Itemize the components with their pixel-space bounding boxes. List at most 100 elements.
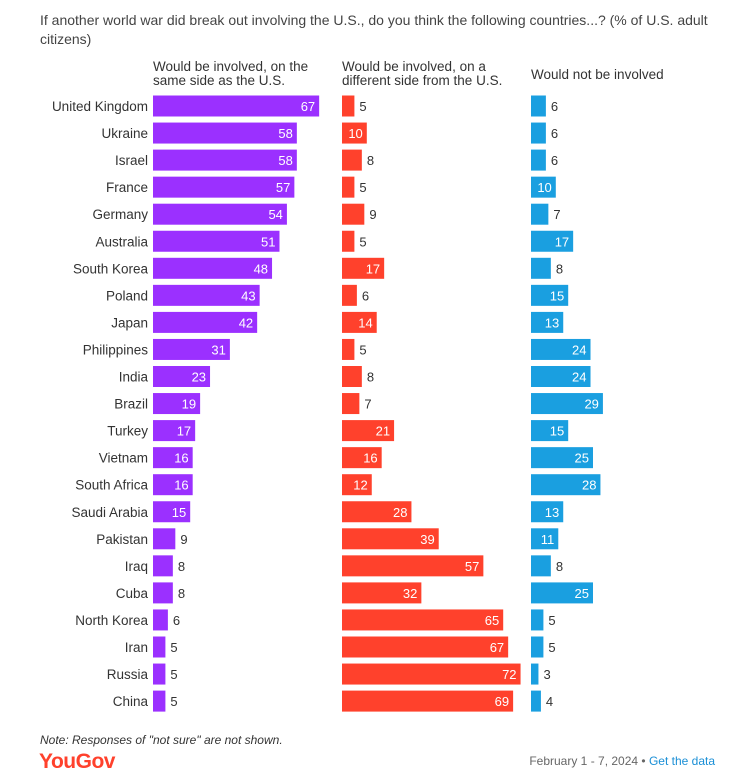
- category-label-north-korea: North Korea: [75, 613, 148, 628]
- category-label-turkey: Turkey: [107, 424, 148, 439]
- header-same-side-line1: Would be involved, on the: [153, 59, 309, 74]
- value-label-russia-series-1: 5: [170, 667, 177, 682]
- date-range: February 1 - 7, 2024: [529, 754, 639, 768]
- value-label-australia-series-1: 51: [261, 234, 275, 249]
- category-label-poland: Poland: [106, 288, 148, 303]
- value-label-poland-series-3: 15: [550, 288, 564, 303]
- separator: •: [641, 754, 646, 768]
- category-label-saudi-arabia: Saudi Arabia: [71, 505, 148, 520]
- category-label-vietnam: Vietnam: [99, 451, 148, 466]
- category-label-russia: Russia: [107, 667, 149, 682]
- bar-australia-series-1: [153, 230, 280, 252]
- footnote: Note: Responses of "not sure" are not sh…: [40, 733, 283, 747]
- bar-turkey-series-2: [342, 420, 395, 442]
- value-label-vietnam-series-2: 16: [363, 451, 377, 466]
- value-label-france-series-1: 57: [276, 180, 290, 195]
- value-label-turkey-series-2: 21: [376, 424, 390, 439]
- header-same-side-line2: same side as the U.S.: [153, 73, 286, 88]
- bar-south-africa-series-1: [153, 474, 193, 496]
- value-label-pakistan-series-1: 9: [180, 532, 187, 547]
- category-label-japan: Japan: [111, 315, 148, 330]
- value-label-vietnam-series-1: 16: [174, 451, 188, 466]
- bar-germany-series-3: [531, 203, 549, 225]
- bar-united-kingdom-series-3: [531, 95, 546, 117]
- value-label-brazil-series-2: 7: [364, 397, 371, 412]
- bar-south-korea-series-2: [342, 257, 385, 279]
- bar-china-series-1: [153, 690, 166, 712]
- category-label-germany: Germany: [92, 207, 148, 222]
- value-label-cuba-series-3: 25: [575, 586, 589, 601]
- value-label-france-series-3: 10: [537, 180, 551, 195]
- bar-united-kingdom-series-1: [153, 95, 320, 117]
- bar-japan-series-2: [342, 311, 377, 333]
- bar-russia-series-1: [153, 663, 166, 685]
- value-label-iran-series-1: 5: [170, 640, 177, 655]
- value-label-russia-series-2: 72: [502, 667, 516, 682]
- header-not-involved: Would not be involved: [531, 68, 664, 82]
- bar-japan-series-1: [153, 311, 258, 333]
- category-label-france: France: [106, 180, 148, 195]
- bar-iran-series-2: [342, 636, 509, 658]
- bar-south-africa-series-2: [342, 474, 372, 496]
- value-label-india-series-2: 8: [367, 370, 374, 385]
- bar-iraq-series-3: [531, 555, 551, 577]
- bar-pakistan-series-2: [342, 528, 439, 550]
- value-label-russia-series-3: 3: [543, 667, 550, 682]
- value-label-brazil-series-3: 29: [584, 397, 598, 412]
- value-label-germany-series-2: 9: [369, 207, 376, 222]
- value-label-turkey-series-3: 15: [550, 424, 564, 439]
- bar-germany-series-2: [342, 203, 365, 225]
- category-label-iran: Iran: [125, 640, 148, 655]
- value-label-israel-series-3: 6: [551, 153, 558, 168]
- category-label-australia: Australia: [95, 234, 148, 249]
- category-label-india: India: [119, 370, 149, 385]
- bar-philippines-series-1: [153, 338, 230, 360]
- bar-poland-series-2: [342, 284, 357, 306]
- bar-united-kingdom-series-2: [342, 95, 355, 117]
- header-not-involved-line1: Would not be involved: [531, 67, 664, 82]
- bar-ukraine-series-3: [531, 122, 546, 144]
- bar-china-series-3: [531, 690, 541, 712]
- bar-israel-series-2: [342, 149, 362, 171]
- footer-meta: February 1 - 7, 2024 • Get the data: [529, 754, 715, 768]
- category-label-ukraine: Ukraine: [101, 126, 148, 141]
- bar-india-series-3: [531, 366, 591, 387]
- bar-poland-series-3: [531, 284, 569, 306]
- value-label-germany-series-3: 7: [553, 207, 560, 222]
- bar-cuba-series-2: [342, 582, 422, 604]
- category-label-philippines: Philippines: [83, 342, 149, 357]
- value-label-north-korea-series-2: 65: [485, 613, 499, 628]
- bar-north-korea-series-1: [153, 609, 168, 631]
- bar-vietnam-series-1: [153, 447, 193, 469]
- bar-japan-series-3: [531, 311, 564, 333]
- category-label-brazil: Brazil: [114, 397, 148, 412]
- bar-poland-series-1: [153, 284, 260, 306]
- bar-brazil-series-2: [342, 393, 360, 415]
- value-label-france-series-2: 5: [359, 180, 366, 195]
- category-label-israel: Israel: [115, 153, 148, 168]
- value-label-ukraine-series-3: 6: [551, 126, 558, 141]
- bar-cuba-series-3: [531, 582, 593, 604]
- bar-australia-series-3: [531, 230, 574, 252]
- value-label-vietnam-series-3: 25: [575, 451, 589, 466]
- value-label-china-series-1: 5: [170, 694, 177, 709]
- value-label-japan-series-2: 14: [358, 315, 372, 330]
- bar-iran-series-1: [153, 636, 166, 658]
- value-label-poland-series-1: 43: [241, 288, 255, 303]
- bar-cuba-series-1: [153, 582, 173, 604]
- value-label-iran-series-2: 67: [490, 640, 504, 655]
- category-label-united-kingdom: United Kingdom: [52, 99, 148, 114]
- value-label-cuba-series-1: 8: [178, 586, 185, 601]
- bar-france-series-2: [342, 176, 355, 198]
- get-the-data-link[interactable]: Get the data: [648, 754, 715, 768]
- value-label-iraq-series-2: 57: [465, 559, 479, 574]
- value-label-china-series-2: 69: [495, 694, 509, 709]
- bar-pakistan-series-1: [153, 528, 176, 550]
- category-label-cuba: Cuba: [116, 586, 149, 601]
- bar-france-series-1: [153, 176, 295, 198]
- value-label-japan-series-1: 42: [239, 315, 253, 330]
- value-label-south-korea-series-2: 17: [366, 261, 380, 276]
- header-same-side: Would be involved, on the same side as t…: [153, 60, 308, 88]
- category-label-south-africa: South Africa: [75, 478, 148, 493]
